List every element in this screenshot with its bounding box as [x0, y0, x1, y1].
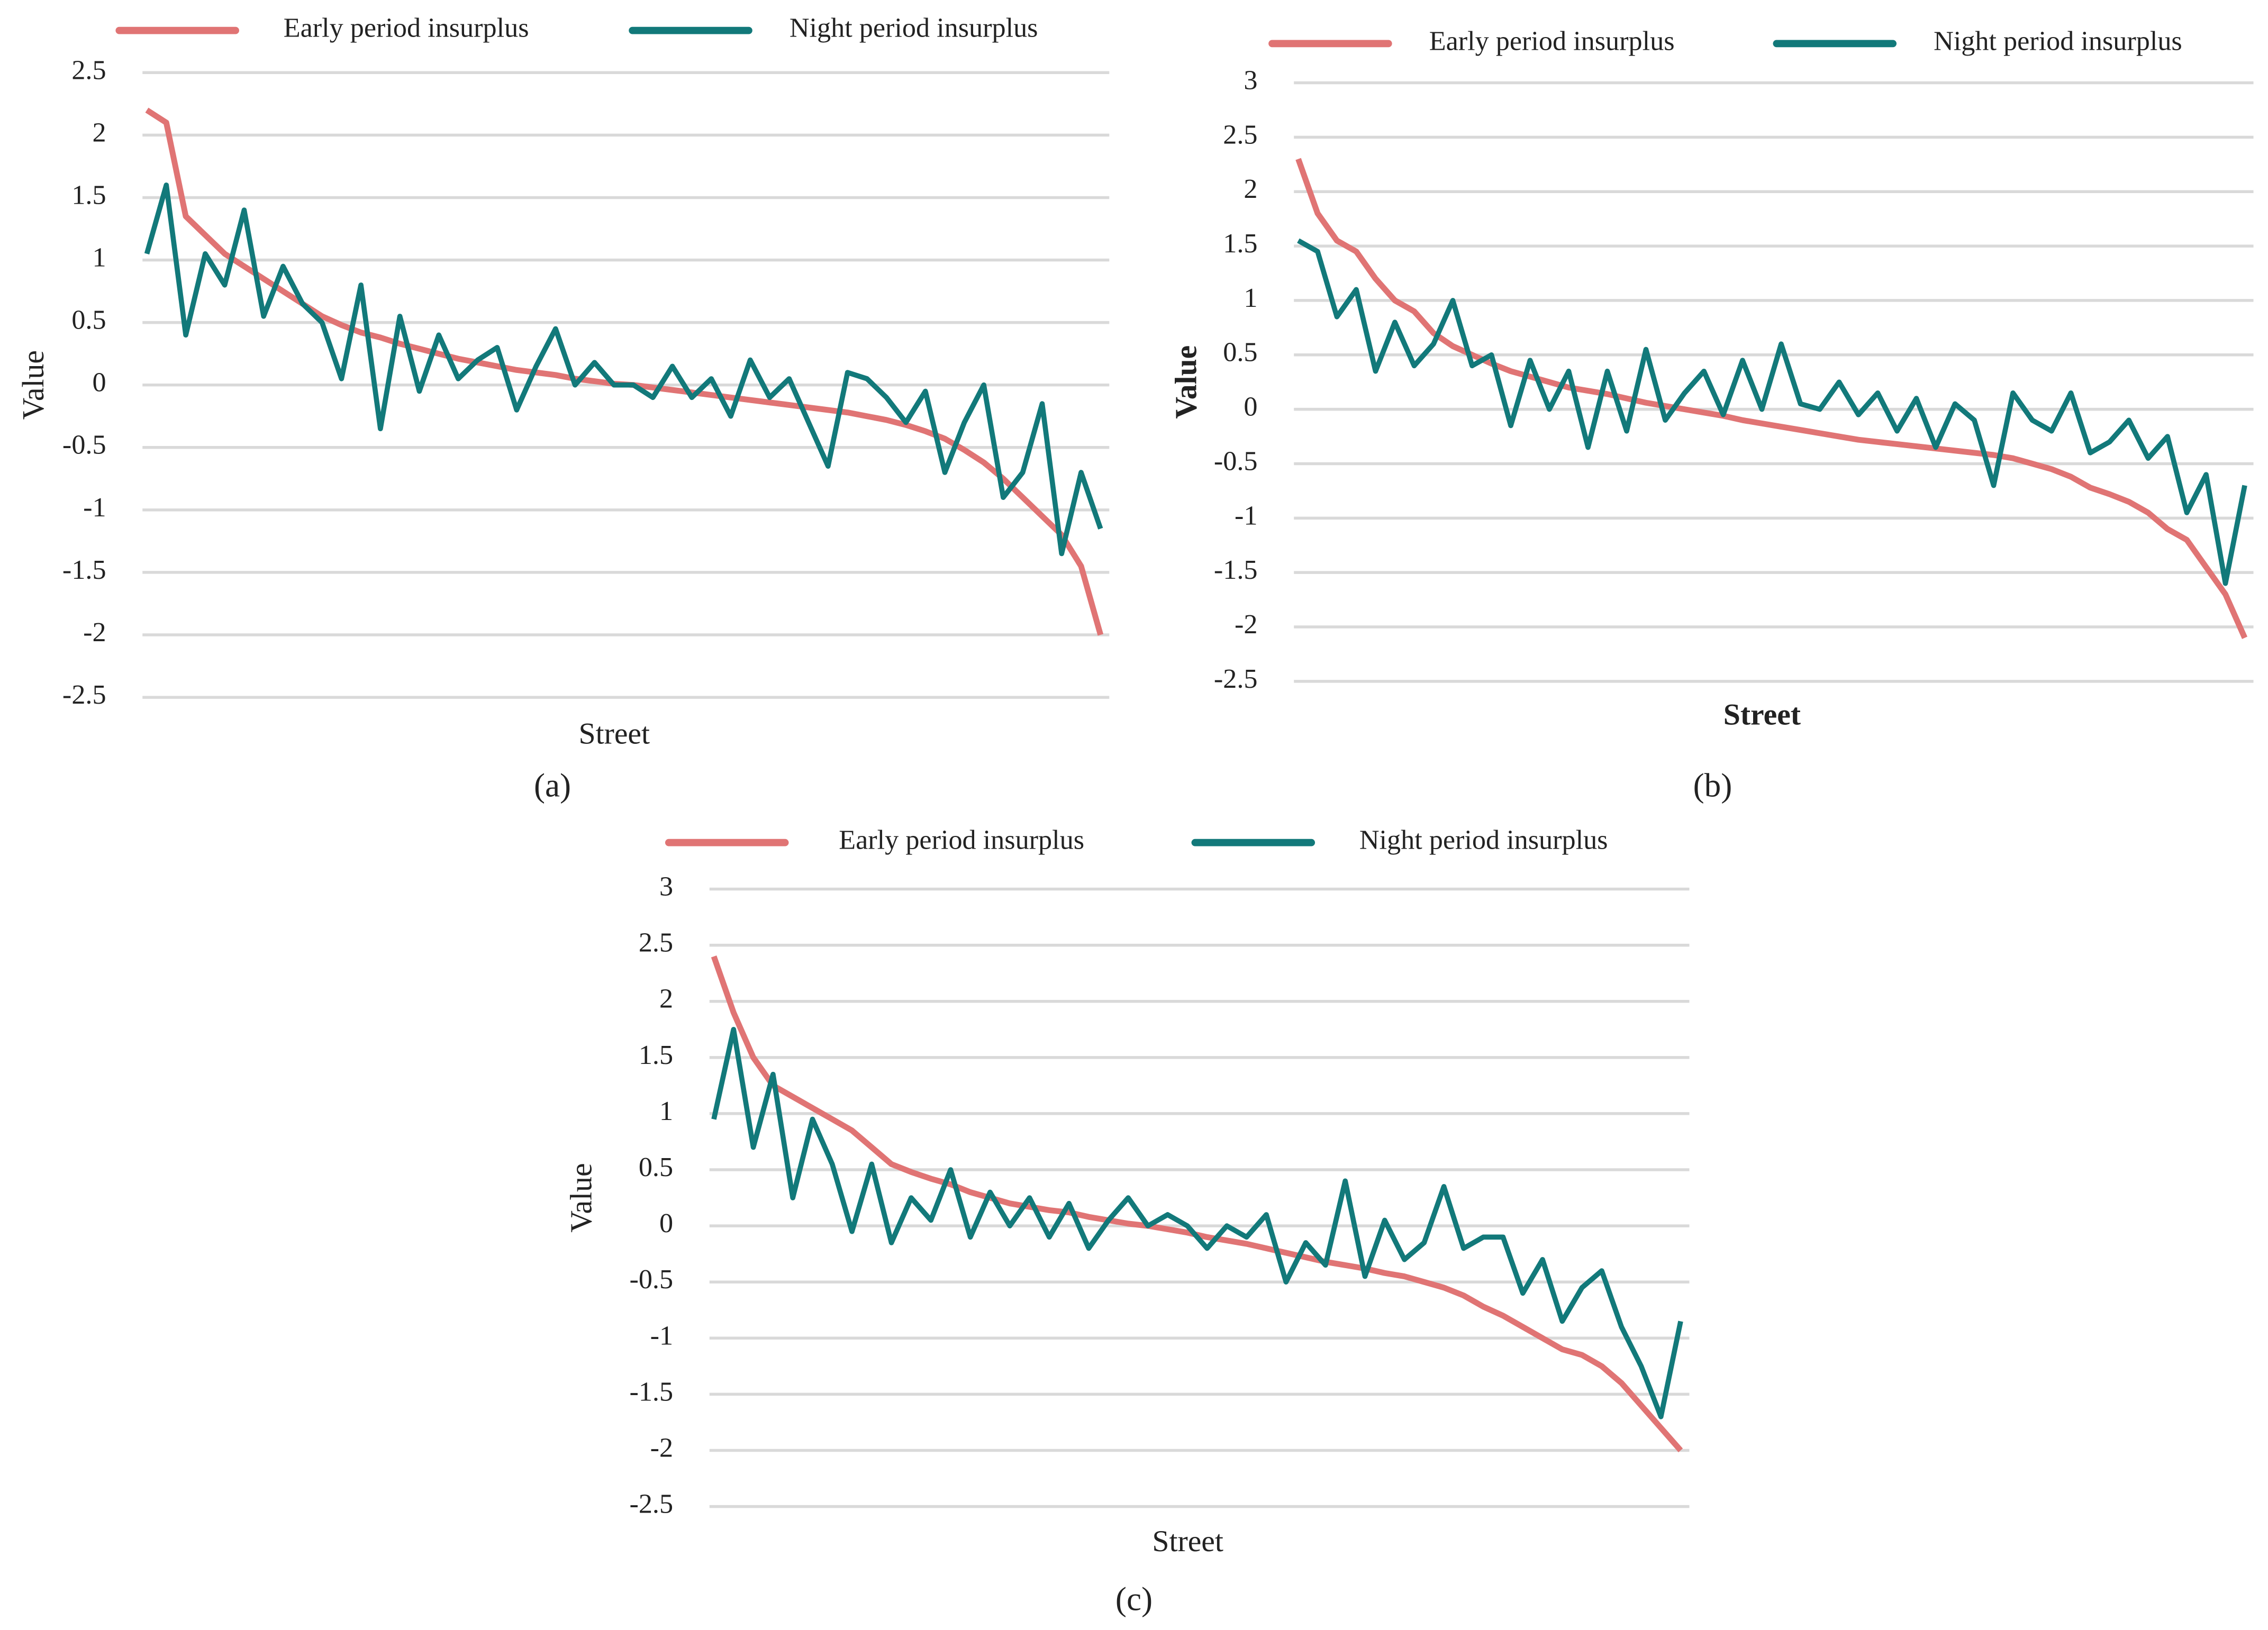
legend-label: Early period insurplus [1429, 26, 1675, 56]
y-tick-label: -1.5 [62, 555, 106, 585]
legend-label: Early period insurplus [284, 13, 529, 43]
y-tick-label: 0.5 [1223, 338, 1257, 368]
legend-label: Night period insurplus [1359, 825, 1608, 855]
y-tick-label: 0 [659, 1208, 673, 1239]
y-axis-label: Value [565, 1163, 598, 1232]
y-tick-label: 2 [1244, 174, 1257, 204]
y-axis-label: Value [17, 350, 50, 420]
y-tick-label: 1.5 [1223, 229, 1257, 259]
y-tick-label: -1 [83, 493, 106, 523]
y-tick-label: -0.5 [62, 430, 106, 460]
y-tick-label: 2.5 [639, 928, 673, 958]
y-tick-label: 0 [92, 368, 106, 398]
y-tick-label: -1 [650, 1321, 673, 1351]
y-tick-label: -2 [83, 617, 106, 648]
y-tick-label: 0.5 [71, 305, 106, 335]
data-line [1295, 158, 2248, 639]
y-tick-label: 2 [92, 117, 106, 148]
y-tick-label: 0 [1244, 392, 1257, 422]
y-tick-label: 1 [1244, 283, 1257, 313]
legend-label: Early period insurplus [839, 825, 1084, 855]
y-tick-label: -2 [650, 1433, 673, 1463]
y-tick-label: 0.5 [639, 1152, 673, 1182]
y-tick-label: -2.5 [629, 1489, 673, 1519]
caption: (c) [1115, 1580, 1153, 1617]
x-axis-label: Street [1152, 1525, 1223, 1558]
y-tick-label: -2.5 [1214, 664, 1258, 694]
caption: (a) [534, 767, 571, 804]
y-tick-label: -1.5 [1214, 555, 1258, 585]
data-line [145, 107, 1104, 636]
y-axis-label: Value [1170, 345, 1203, 419]
y-tick-label: -2.5 [62, 680, 106, 710]
y-tick-label: 2.5 [71, 55, 106, 85]
y-tick-label: -0.5 [1214, 446, 1258, 476]
y-tick-label: 1 [92, 243, 106, 273]
y-tick-label: 2 [659, 984, 673, 1014]
data-line [1297, 238, 2247, 586]
y-tick-label: 1 [659, 1096, 673, 1126]
data-line [144, 183, 1103, 557]
caption: (b) [1693, 767, 1732, 804]
y-tick-label: -0.5 [629, 1264, 673, 1295]
x-axis-label: Street [579, 717, 650, 750]
y-tick-label: 3 [1244, 65, 1257, 95]
y-tick-label: 1.5 [639, 1040, 673, 1070]
legend-label: Night period insurplus [790, 13, 1038, 43]
y-tick-label: -1.5 [629, 1377, 673, 1407]
y-tick-label: 3 [659, 872, 673, 902]
data-line [711, 1026, 1683, 1419]
y-tick-label: -2 [1235, 609, 1257, 640]
legend-label: Night period insurplus [1934, 26, 2182, 56]
y-tick-label: -1 [1235, 500, 1257, 531]
x-axis-label: Street [1723, 698, 1801, 732]
y-tick-label: 2.5 [1223, 120, 1257, 150]
y-tick-label: 1.5 [71, 180, 106, 210]
